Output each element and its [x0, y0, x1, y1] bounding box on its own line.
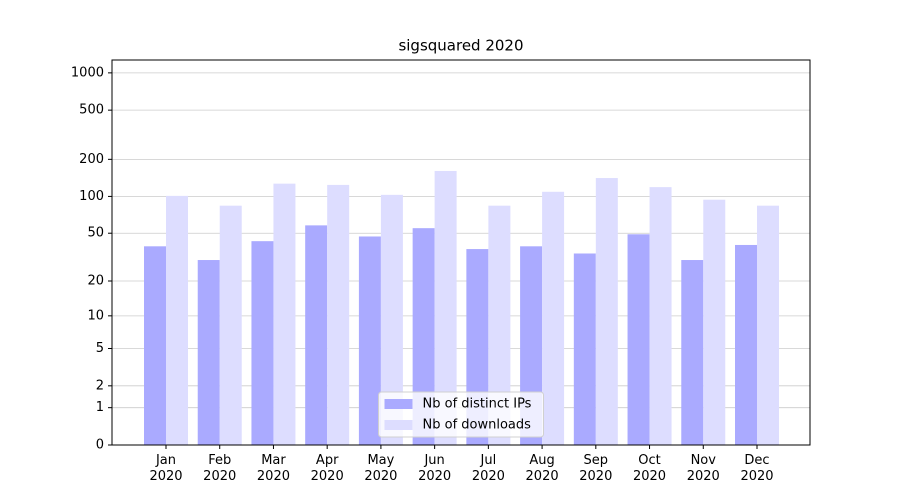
bar: [327, 184, 350, 445]
plot-frame: [111, 59, 811, 446]
x-tick-label: Nov 2020: [686, 453, 720, 484]
bar: [735, 244, 757, 445]
y-tick-label: 10: [87, 308, 104, 323]
bar: [144, 246, 166, 445]
bar: [197, 260, 220, 445]
bar: [703, 199, 726, 445]
y-tick-label: 0: [96, 438, 104, 453]
y-tick-label: 200: [79, 152, 104, 167]
y-tick-label: 1: [96, 400, 104, 415]
x-tick-label: Aug 2020: [525, 453, 559, 484]
x-tick-label: Feb 2020: [203, 453, 237, 484]
x-tick-label: Dec 2020: [740, 453, 774, 484]
x-tick-label: Jan 2020: [149, 453, 183, 484]
bar: [219, 205, 242, 445]
bar: [595, 178, 618, 446]
y-tick-label: 20: [87, 274, 104, 289]
bar: [166, 195, 188, 445]
y-tick-label: 2: [96, 378, 104, 393]
x-tick-label: Jul 2020: [471, 453, 505, 484]
bar: [649, 187, 672, 445]
bar: [380, 194, 403, 445]
bar: [358, 236, 381, 445]
bar: [434, 170, 457, 445]
chart-title: sigsquared 2020: [398, 37, 523, 55]
x-tick-label: Jun 2020: [418, 453, 452, 484]
bar: [542, 191, 565, 445]
y-tick-label: 1000: [71, 65, 104, 80]
y-tick-label: 5: [96, 341, 104, 356]
bar: [681, 260, 704, 445]
legend-swatch: [384, 399, 413, 409]
bar: [573, 253, 596, 445]
x-tick-label: May 2020: [364, 453, 398, 484]
bar: [305, 225, 328, 445]
y-tick-label: 50: [87, 226, 104, 241]
x-tick-label: Sep 2020: [579, 453, 613, 484]
x-tick-label: Oct 2020: [632, 453, 667, 484]
legend-box: [378, 391, 544, 438]
legend-label: Nb of downloads: [423, 418, 532, 433]
bar: [412, 228, 435, 445]
bar: [251, 241, 274, 445]
y-tick-label: 500: [79, 103, 104, 118]
legend-label: Nb of distinct IPs: [423, 397, 532, 412]
y-tick-label: 100: [79, 189, 104, 204]
legend-swatch: [384, 420, 413, 430]
x-tick-label: Mar 2020: [256, 453, 290, 484]
legend: Nb of distinct IPs Nb of downloads: [378, 391, 544, 438]
bar: [757, 205, 779, 445]
x-tick-label: Apr 2020: [310, 453, 344, 484]
bar: [627, 234, 650, 445]
bar: [488, 205, 511, 445]
bar: [273, 183, 296, 445]
